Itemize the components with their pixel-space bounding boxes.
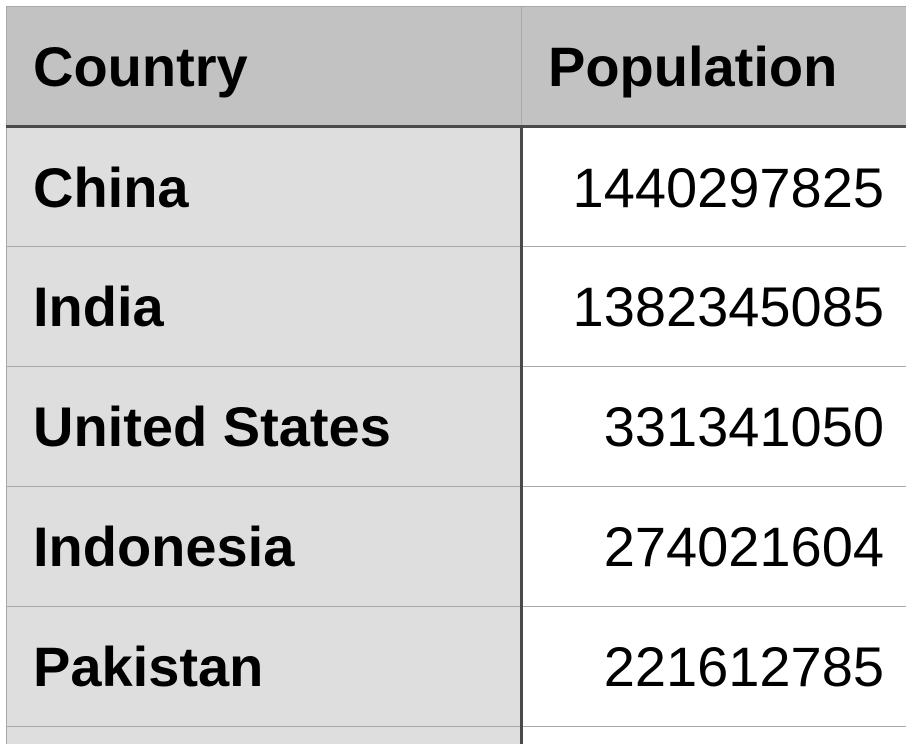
population-cell[interactable]: 274021604 <box>521 486 906 607</box>
table-row: Pakistan 221612785 <box>6 606 906 727</box>
table-row: United States 331341050 <box>6 366 906 487</box>
population-cell[interactable]: 1382345085 <box>521 246 906 367</box>
population-cell[interactable]: 1440297825 <box>521 126 906 247</box>
table-row: Indonesia 274021604 <box>6 486 906 607</box>
column-header-country[interactable]: Country <box>6 6 522 128</box>
country-cell[interactable]: United States <box>6 366 523 487</box>
country-cell[interactable]: Indonesia <box>6 486 523 607</box>
table-row: China 1440297825 <box>6 126 906 247</box>
table-row: India 1382345085 <box>6 246 906 367</box>
country-cell[interactable]: Pakistan <box>6 606 523 727</box>
population-cell[interactable]: 331341050 <box>521 366 906 487</box>
population-table: Country Population China 1440297825 Indi… <box>6 6 906 744</box>
country-cell[interactable]: China <box>6 126 523 247</box>
data-table: Country Population China 1440297825 Indi… <box>6 6 906 744</box>
column-header-population[interactable]: Population <box>521 6 906 128</box>
table-row-partial <box>6 726 906 744</box>
population-cell[interactable]: 221612785 <box>521 606 906 727</box>
population-cell-empty[interactable] <box>521 726 906 744</box>
country-cell[interactable]: India <box>6 246 523 367</box>
header-row: Country Population <box>6 6 906 128</box>
country-cell-empty[interactable] <box>6 726 523 744</box>
